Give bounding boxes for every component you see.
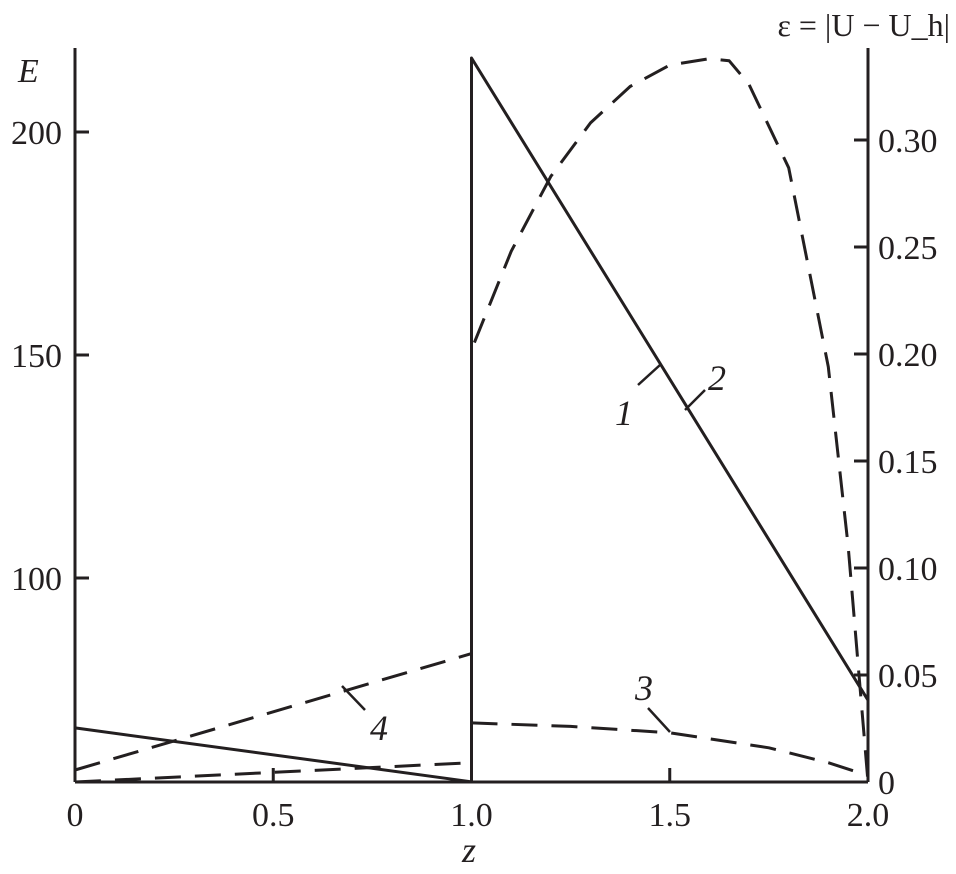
leader-line — [647, 707, 671, 733]
curve-label-2: 2 — [708, 358, 726, 398]
leader-line — [637, 364, 661, 386]
series-group — [74, 56, 870, 784]
y-right-tick-label: 0 — [878, 765, 895, 802]
series-line-3 — [471, 721, 869, 778]
y-left-tick-label: 200 — [11, 115, 62, 152]
x-tick-label: 1.0 — [450, 797, 493, 834]
x-axis-label: z — [461, 830, 476, 870]
y-left-tick-label: 150 — [11, 338, 62, 375]
labels: 1 2 3 4 — [341, 358, 726, 748]
x-tick-label: 0.5 — [252, 797, 295, 834]
x-tick-label: 0 — [67, 797, 84, 834]
curve-label-3: 3 — [634, 668, 653, 708]
y-right-tick-label: 0.10 — [878, 551, 938, 588]
y-right-tick-label: 0.05 — [878, 658, 938, 695]
y-right-axis-label: ε = |U − U_h| — [777, 7, 950, 43]
series-line-unlabeled-4 — [74, 761, 472, 784]
curve-label-1: 1 — [615, 393, 633, 433]
y-left-axis-label: E — [17, 53, 39, 90]
y-left-tick-label: 100 — [11, 561, 62, 598]
series-line-2 — [470, 57, 870, 783]
curve-label-4: 4 — [370, 708, 388, 748]
leader-line — [684, 389, 706, 411]
y-right-tick-label: 0.25 — [878, 230, 938, 267]
axes: 0 0.5 1.0 1.5 2.0 100 150 200 0 0.05 0.10 0.15 0.20 0… — [11, 48, 938, 834]
leader-line — [341, 685, 366, 711]
x-tick-label: 1.5 — [649, 797, 692, 834]
y-right-tick-label: 0.30 — [878, 123, 938, 160]
y-right-tick-label: 0.15 — [878, 444, 938, 481]
x-tick-label: 2.0 — [847, 797, 890, 834]
series-line-4 — [74, 652, 472, 772]
y-right-tick-label: 0.20 — [878, 337, 938, 374]
